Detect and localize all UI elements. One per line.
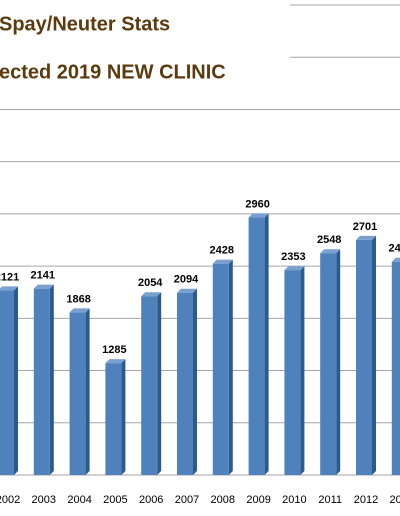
value-label: 2548 (317, 234, 341, 246)
x-tick-label: 2002 (0, 494, 20, 506)
bar (69, 308, 90, 475)
title-backdrop (0, 0, 290, 95)
bar-top (141, 292, 162, 297)
bar-side (372, 235, 376, 475)
bar-top (391, 257, 400, 262)
bar (0, 286, 18, 475)
bar-top (33, 284, 54, 289)
bar-side (49, 284, 54, 475)
bar-side (157, 292, 162, 475)
bar (356, 235, 376, 475)
x-tick-label: 2004 (67, 494, 91, 506)
bar-front (141, 296, 158, 475)
x-tick-label: 2010 (282, 494, 306, 506)
value-label: 2450 (389, 243, 400, 255)
bar-front (212, 263, 229, 475)
bar-side (228, 259, 233, 475)
bar-front (391, 261, 400, 475)
x-tick-label: 2003 (32, 494, 56, 506)
bar-top (320, 249, 341, 254)
value-label: 2141 (31, 270, 55, 282)
bar-front (33, 288, 50, 475)
bar-front (320, 253, 337, 475)
x-tick-label: 2011 (318, 494, 342, 506)
bar-top (248, 213, 269, 218)
bar-front (177, 292, 193, 475)
value-label: 2054 (138, 277, 163, 289)
bar-side (121, 359, 126, 475)
bar-front (356, 239, 372, 475)
bar-side (85, 308, 90, 475)
bar-top (177, 288, 197, 293)
bar-top (105, 359, 126, 364)
x-tick-label: 2005 (103, 494, 127, 506)
value-label: 1285 (102, 344, 126, 356)
bar (105, 359, 126, 475)
bar (284, 266, 305, 475)
bar-front (248, 217, 265, 476)
x-tick-label: 2009 (246, 494, 270, 506)
bar-top (69, 308, 90, 313)
bar-side (336, 249, 341, 475)
x-tick-label: 2007 (175, 494, 199, 506)
bar-top (284, 266, 305, 271)
bar (177, 288, 197, 475)
value-label: 2701 (353, 221, 377, 233)
bar (141, 292, 162, 475)
bar-front (0, 290, 14, 475)
chart-title: Spay/Neuter Stats (0, 13, 170, 35)
bar (212, 259, 233, 475)
x-tick-label: 2013 (390, 494, 400, 506)
x-tick-label: 2006 (139, 494, 163, 506)
bar-side (14, 286, 18, 475)
bar-side (193, 288, 197, 475)
bar-top (0, 286, 18, 291)
bar (248, 213, 269, 476)
bar (320, 249, 341, 475)
x-tick-label: 2008 (211, 494, 235, 506)
value-label: 2428 (210, 245, 234, 257)
value-label: 2094 (174, 274, 199, 286)
bar-top (212, 259, 233, 264)
value-label: 2353 (281, 251, 305, 263)
bar-top (356, 235, 376, 240)
bar-side (300, 266, 305, 475)
bar-side (264, 213, 269, 476)
value-label: 2960 (245, 198, 269, 210)
x-tick-label: 2012 (354, 494, 378, 506)
bar (391, 257, 400, 475)
bar (33, 284, 54, 475)
bar-front (284, 270, 301, 475)
bar-front (105, 363, 122, 475)
chart-subtitle: ected 2019 NEW CLINIC (0, 61, 226, 83)
bar-front (69, 312, 86, 475)
value-label: 1868 (66, 293, 90, 305)
